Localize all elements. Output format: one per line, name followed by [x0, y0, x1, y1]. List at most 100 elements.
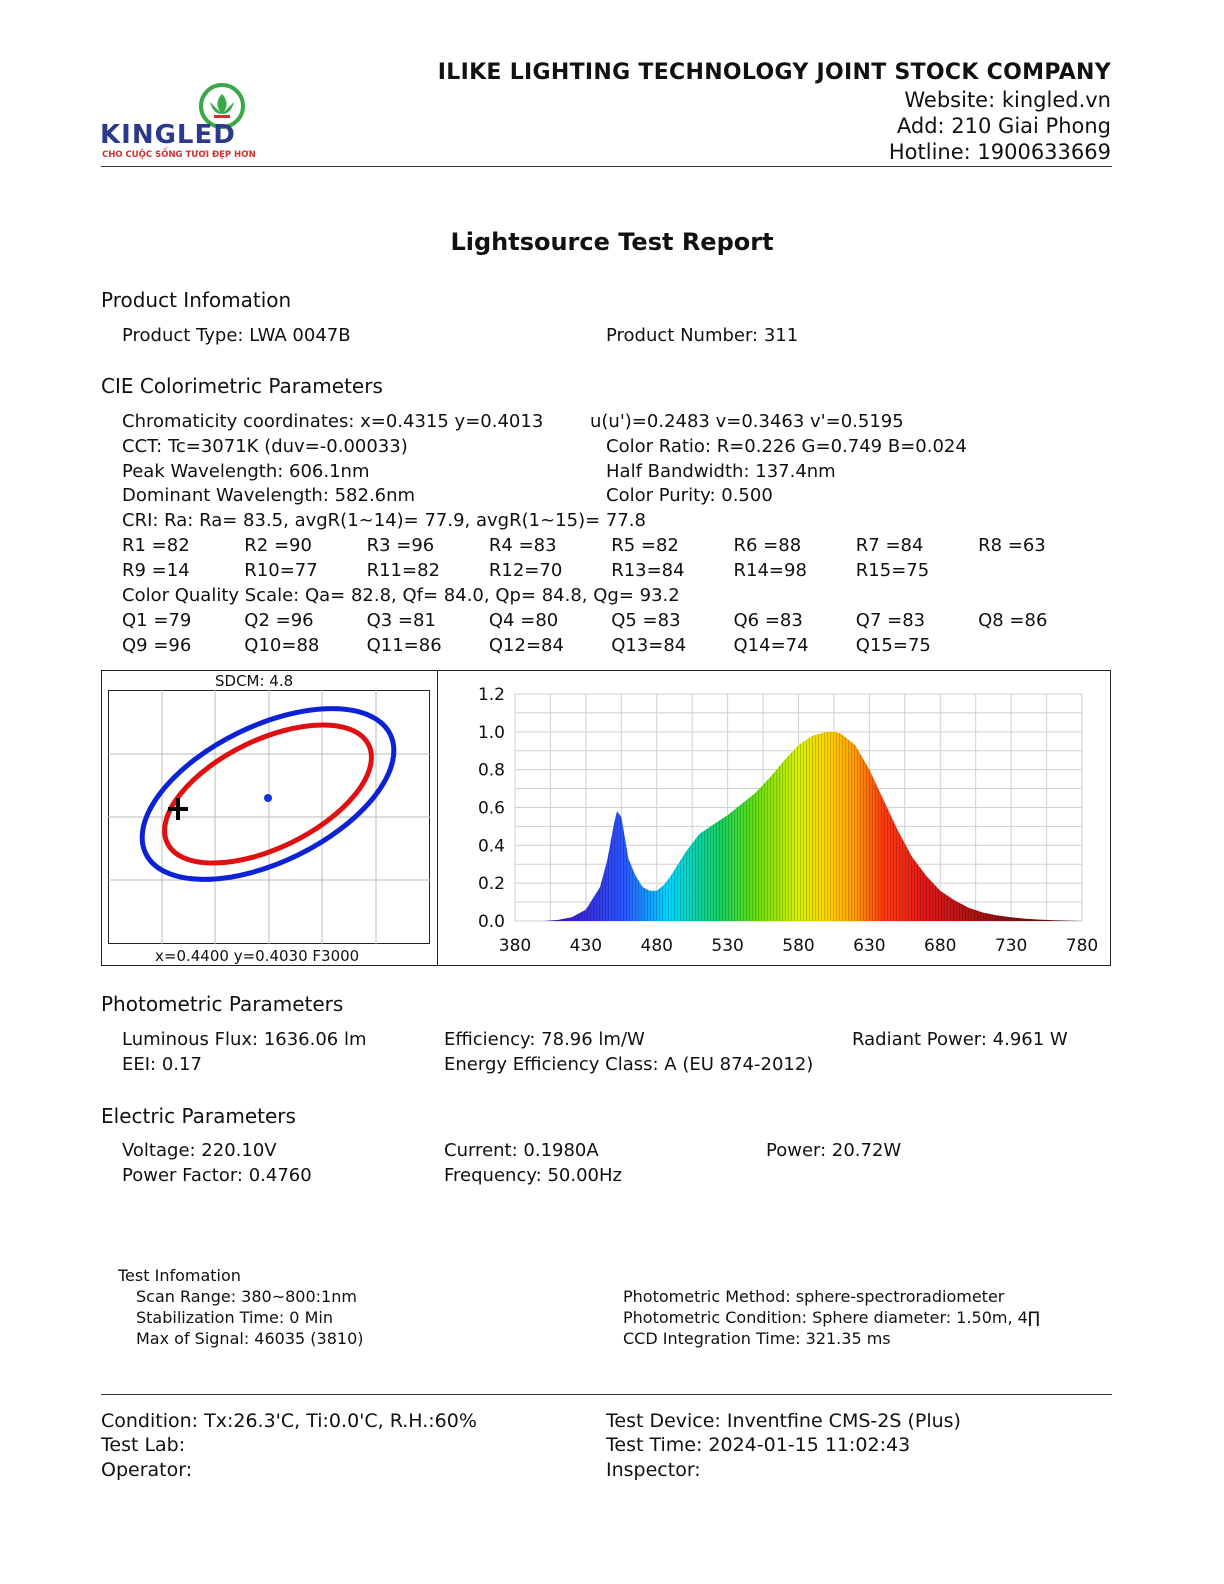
max-signal: Max of Signal: 46035 (3810) — [136, 1329, 364, 1348]
spectrum-area — [515, 731, 1082, 921]
y-tick-label: 0.6 — [478, 799, 505, 819]
photometric-heading: Photometric Parameters — [101, 992, 344, 1016]
r-value: R14=98 — [733, 560, 807, 581]
logo-tagline: CHO CUỘC SỐNG TƯƠI ĐẸP HƠN — [102, 150, 256, 160]
product-heading: Product Infomation — [101, 288, 292, 312]
color-purity: Color Purity: 0.500 — [606, 485, 773, 506]
cqs-summary: Color Quality Scale: Qa= 82.8, Qf= 84.0,… — [122, 585, 680, 606]
r-value: R2 =90 — [244, 535, 312, 556]
x-tick-label: 580 — [782, 936, 814, 956]
plots-divider — [437, 670, 438, 966]
test-info-heading: Test Infomation — [118, 1266, 241, 1285]
y-tick-label: 0.2 — [478, 874, 505, 894]
sdcm-ellipse-plot — [108, 690, 430, 944]
sdcm-inner-ellipse — [162, 722, 374, 866]
product-type: Product Type: LWA 0047B — [122, 325, 351, 346]
power-factor: Power Factor: 0.4760 — [122, 1165, 312, 1186]
radiant-power: Radiant Power: 4.961 W — [852, 1029, 1068, 1050]
test-time: Test Time: 2024-01-15 11:02:43 — [606, 1434, 911, 1456]
r-value: R10=77 — [244, 560, 318, 581]
q-value: Q10=88 — [244, 635, 320, 656]
r-value: R12=70 — [488, 560, 563, 581]
header-divider — [101, 166, 1112, 167]
r-value: R3 =96 — [366, 535, 435, 556]
r-value: R6 =88 — [733, 535, 802, 556]
power: Power: 20.72W — [766, 1140, 902, 1161]
x-tick-label: 380 — [499, 936, 531, 956]
r-value: R4 =83 — [488, 535, 557, 556]
inspector: Inspector: — [606, 1459, 701, 1481]
y-tick-label: 0.0 — [478, 912, 505, 932]
sdcm-label: SDCM: 4.8 — [215, 672, 294, 690]
report-title: Lightsource Test Report — [450, 228, 774, 256]
y-tick-label: 1.0 — [478, 723, 505, 743]
q-value: Q12=84 — [488, 635, 564, 656]
r-value: R8 =63 — [978, 535, 1046, 556]
luminous-flux: Luminous Flux: 1636.06 lm — [122, 1029, 367, 1050]
sample-point-marker — [168, 798, 188, 820]
q-value: Q2 =96 — [244, 610, 314, 631]
q-value: Q14=74 — [733, 635, 809, 656]
q-value: Q6 =83 — [733, 610, 803, 631]
sdcm-outer-ellipse — [139, 706, 397, 882]
q-value: Q8 =86 — [978, 610, 1048, 631]
r-value: R1 =82 — [122, 535, 190, 556]
x-tick-label: 480 — [641, 936, 673, 956]
r-value: R15=75 — [855, 560, 930, 581]
efficiency: Efficiency: 78.96 lm/W — [444, 1029, 645, 1050]
photometric-method: Photometric Method: sphere-spectroradiom… — [623, 1287, 1005, 1306]
plots-panel — [101, 670, 1111, 966]
q-value: Q9 =96 — [122, 635, 192, 656]
q-value: Q11=86 — [366, 635, 442, 656]
y-tick-label: 0.8 — [478, 761, 505, 781]
cct-value: CCT: Tc=3071K (duv=-0.00033) — [122, 436, 408, 457]
y-tick-label: 0.4 — [478, 836, 505, 856]
q-value: Q5 =83 — [611, 610, 681, 631]
x-tick-label: 530 — [711, 936, 743, 956]
company-address: Add: 210 Giai Phong — [896, 114, 1111, 138]
test-device: Test Device: Inventfine CMS-2S (Plus) — [606, 1410, 961, 1432]
company-name: ILIKE LIGHTING TECHNOLOGY JOINT STOCK CO… — [437, 60, 1111, 85]
q-value: Q15=75 — [855, 635, 931, 656]
y-tick-label: 1.2 — [478, 685, 505, 705]
product-number: Product Number: 311 — [606, 325, 799, 346]
footer-divider — [101, 1394, 1112, 1395]
company-website: Website: kingled.vn — [904, 88, 1111, 112]
ccd-integration-time: CCD Integration Time: 321.35 ms — [623, 1329, 891, 1348]
company-hotline: Hotline: 1900633669 — [888, 140, 1111, 164]
color-ratio: Color Ratio: R=0.226 G=0.749 B=0.024 — [606, 436, 967, 457]
half-bandwidth: Half Bandwidth: 137.4nm — [606, 461, 836, 482]
x-tick-label: 430 — [570, 936, 602, 956]
photometric-condition: Photometric Condition: Sphere diameter: … — [623, 1308, 1040, 1327]
spectrum-x-ticks: 380 430 480 530 580 630 680 730 780 — [499, 936, 1098, 956]
test-condition: Condition: Tx:26.3'C, Ti:0.0'C, R.H.:60% — [101, 1410, 477, 1432]
r-value: R9 =14 — [122, 560, 190, 581]
energy-class: Energy Efficiency Class: A (EU 874-2012) — [444, 1054, 814, 1075]
spectrum-chart: 0.0 0.2 0.4 0.6 0.8 1.0 1.2 380 430 480 530 580 630… — [478, 685, 1098, 956]
q-value: Q3 =81 — [366, 610, 436, 631]
sdcm-center-point — [264, 794, 272, 802]
operator: Operator: — [101, 1459, 193, 1481]
eei-value: EEI: 0.17 — [122, 1054, 202, 1075]
r-value: R11=82 — [366, 560, 440, 581]
logo: KINGLED CHO CUỘC SỐNG TƯƠI ĐẸP HƠN — [100, 82, 260, 162]
test-lab: Test Lab: — [101, 1434, 186, 1456]
cri-summary: CRI: Ra: Ra= 83.5, avgR(1~14)= 77.9, avg… — [122, 510, 646, 531]
x-tick-label: 680 — [924, 936, 956, 956]
r-value: R7 =84 — [855, 535, 924, 556]
electric-heading: Electric Parameters — [101, 1104, 296, 1128]
current: Current: 0.1980A — [444, 1140, 599, 1161]
x-tick-label: 630 — [853, 936, 885, 956]
cie-heading: CIE Colorimetric Parameters — [101, 374, 383, 398]
scan-range: Scan Range: 380~800:1nm — [136, 1287, 357, 1306]
voltage: Voltage: 220.10V — [122, 1140, 277, 1161]
uv-coordinates: u(u')=0.2483 v=0.3463 v'=0.5195 — [590, 411, 904, 432]
x-tick-label: 730 — [995, 936, 1027, 956]
logo-brand: KINGLED — [100, 120, 236, 150]
r-value: R5 =82 — [611, 535, 679, 556]
x-tick-label: 780 — [1066, 936, 1098, 956]
peak-wavelength: Peak Wavelength: 606.1nm — [122, 461, 370, 482]
q-value: Q4 =80 — [488, 610, 559, 631]
dominant-wavelength: Dominant Wavelength: 582.6nm — [122, 485, 416, 506]
stabilization-time: Stabilization Time: 0 Min — [136, 1308, 333, 1327]
